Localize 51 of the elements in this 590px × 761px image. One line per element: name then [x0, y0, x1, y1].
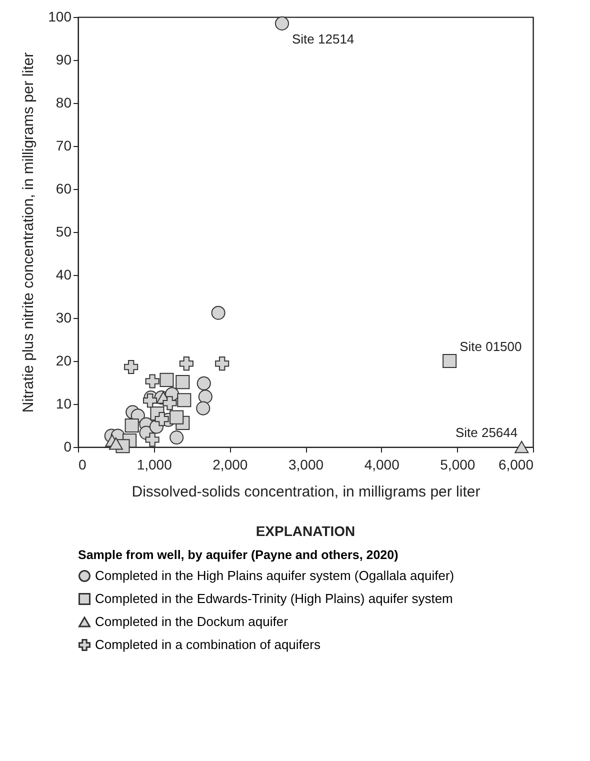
point [215, 356, 230, 371]
point [196, 376, 211, 390]
point [154, 412, 169, 426]
point [514, 440, 529, 454]
y-axis-title: Nitratie plus nitrite concentration, in milligrams per liter [20, 52, 38, 413]
annotation: Site 12514 [292, 31, 354, 46]
x-tick-label: 2,000 [212, 456, 248, 472]
y-tick-label: 90 [56, 52, 72, 68]
point [143, 394, 158, 408]
legend-title: Sample from well, by aquifer (Payne and others, 2020) [78, 548, 398, 562]
point [124, 360, 138, 374]
annotation: Site 01500 [460, 339, 522, 354]
point [274, 16, 290, 30]
point [124, 418, 139, 433]
x-tick-label: 5,000 [440, 456, 476, 472]
legend-label: Completed in the Dockum aquifer [95, 614, 289, 629]
point [145, 432, 160, 447]
x-axis-title: Dissolved-solids concentration, in milligrams per liter [132, 484, 480, 500]
x-tick-label: 3,000 [288, 456, 324, 472]
legend-label: Completed in a combination of aquifers [95, 637, 321, 652]
point [211, 306, 226, 320]
point [196, 401, 210, 416]
x-tick-label: 1,000 [136, 456, 172, 472]
annotation: Site 25644 [455, 425, 518, 440]
point [145, 374, 160, 388]
point [160, 372, 174, 387]
point [179, 356, 194, 371]
y-tick-label: 70 [56, 138, 72, 154]
point [176, 375, 190, 390]
point [108, 437, 123, 450]
point [442, 354, 457, 368]
point [162, 396, 177, 410]
x-tick-label: 4,000 [364, 456, 400, 472]
y-tick-label: 0 [64, 438, 72, 454]
point [170, 410, 184, 424]
y-tick-label: 10 [56, 396, 72, 412]
y-tick-label: 40 [56, 266, 72, 282]
y-tick-label: 20 [56, 352, 72, 368]
point [177, 393, 192, 408]
legend-label: Completed in the High Plains aquifer system (Ogallala aquifer) [95, 568, 454, 583]
y-tick-label: 60 [56, 180, 72, 196]
point [198, 390, 212, 404]
text: EXPLANATION [256, 523, 356, 539]
point [170, 430, 184, 445]
y-tick-label: 80 [56, 94, 72, 110]
x-tick-label: 6,000 [498, 456, 534, 472]
y-tick-label: 30 [56, 310, 72, 326]
y-tick-label: 100 [48, 8, 72, 24]
y-tick-label: 50 [56, 224, 72, 240]
legend-label: Completed in the Edwards-Trinity (High Plains) aquifer system [95, 591, 453, 606]
x-tick-label: 0 [78, 456, 86, 472]
